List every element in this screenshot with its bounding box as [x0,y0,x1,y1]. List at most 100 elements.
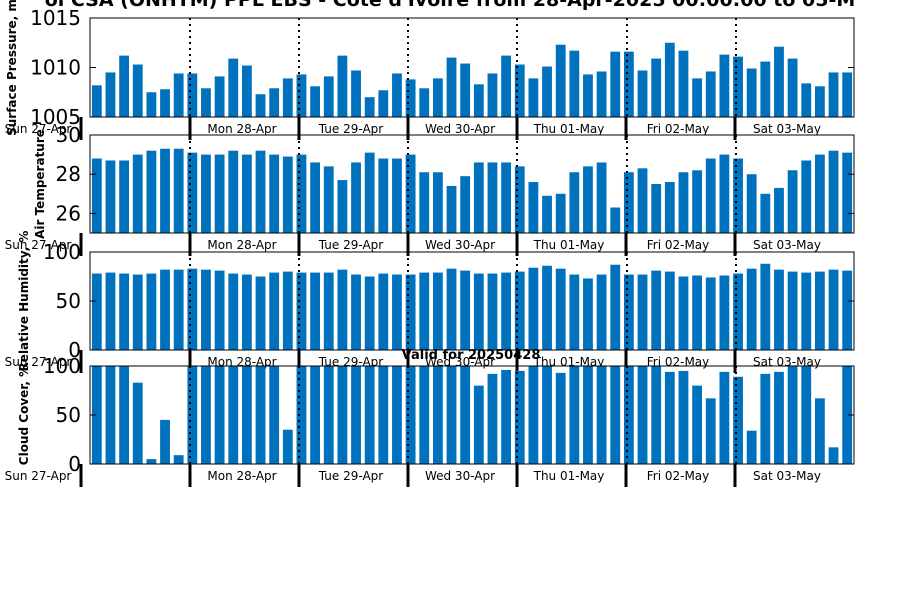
x-tick-label: Wed 30-Apr [425,469,495,483]
bar [569,172,580,233]
bar [487,162,498,233]
bar [637,366,648,464]
bar [678,50,689,117]
bar [337,55,348,117]
bar [746,174,757,233]
bar [392,73,402,117]
bar [405,79,416,117]
bar [623,172,634,233]
y-tick-label: 1010 [30,56,81,80]
x-tick-label: Mon 28-Apr [207,122,276,136]
bar [528,366,539,464]
bar [173,269,184,350]
panel-3: 0 50 100 Relative Humidity, %Sun 27-Apr Mon … [5,231,855,373]
bar [337,180,348,233]
bar [828,447,839,464]
bar [255,150,266,233]
bar [132,64,143,117]
bar [733,376,743,464]
bar [228,366,239,464]
y-tick-label: 30 [56,123,81,147]
x-tick-label: Thu 01-May [533,122,605,136]
bar [692,385,703,464]
bar [201,269,211,350]
bar [760,373,771,464]
bar [637,168,648,233]
bar [828,150,839,233]
bar [296,74,307,117]
bar [132,274,143,350]
bar [501,55,512,117]
bar [542,195,552,233]
bar [637,274,648,350]
bar [473,385,484,464]
bar [378,366,389,464]
bar [692,170,703,233]
bar [269,366,280,464]
bar [146,150,157,233]
bar [651,58,662,117]
bar [364,97,375,117]
bar [623,51,634,117]
bar [528,78,539,117]
bar [323,76,334,117]
bar [569,366,580,464]
bar [651,184,662,233]
bar [828,72,839,117]
bar [514,166,525,233]
bar [323,366,334,464]
bar [446,268,457,350]
bar [787,366,798,464]
bar [746,430,757,464]
bar [596,162,607,233]
bar [160,269,170,350]
x-tick-label: Thu 01-May [533,238,605,252]
bar [432,272,443,350]
bar [692,78,703,117]
bar [187,73,198,117]
bar [173,148,184,233]
bar [787,271,798,350]
y-axis-label: Surface Pressure, m [5,0,19,136]
bar [282,78,293,117]
bar [746,68,757,117]
bar [214,270,225,350]
bar [405,274,416,350]
bar [774,46,784,117]
bar [432,366,443,464]
x-tick-label: Fri 02-May [647,469,710,483]
bar [719,154,730,233]
bar [460,63,471,117]
bar [774,371,784,464]
bar [337,366,348,464]
y-axis-label: Air Temperature [33,129,47,239]
bar [583,166,593,233]
bar [774,269,784,350]
axes-frame [89,134,855,234]
bar [569,50,580,117]
bar [91,85,102,117]
bar [241,154,252,233]
bar [282,156,293,233]
bar [160,89,170,117]
bar [528,182,539,233]
bar [596,366,607,464]
bar [542,366,552,464]
bar [596,71,607,117]
bar [91,158,102,233]
bar [337,269,348,350]
bar [405,154,416,233]
bar [105,160,116,233]
bar [664,371,675,464]
bar [814,154,825,233]
y-tick-label: 100 [43,354,81,378]
bar [419,272,430,350]
bar [460,270,471,350]
bar [801,272,812,350]
bar [269,88,280,117]
bar [392,274,402,350]
bar [842,270,853,350]
